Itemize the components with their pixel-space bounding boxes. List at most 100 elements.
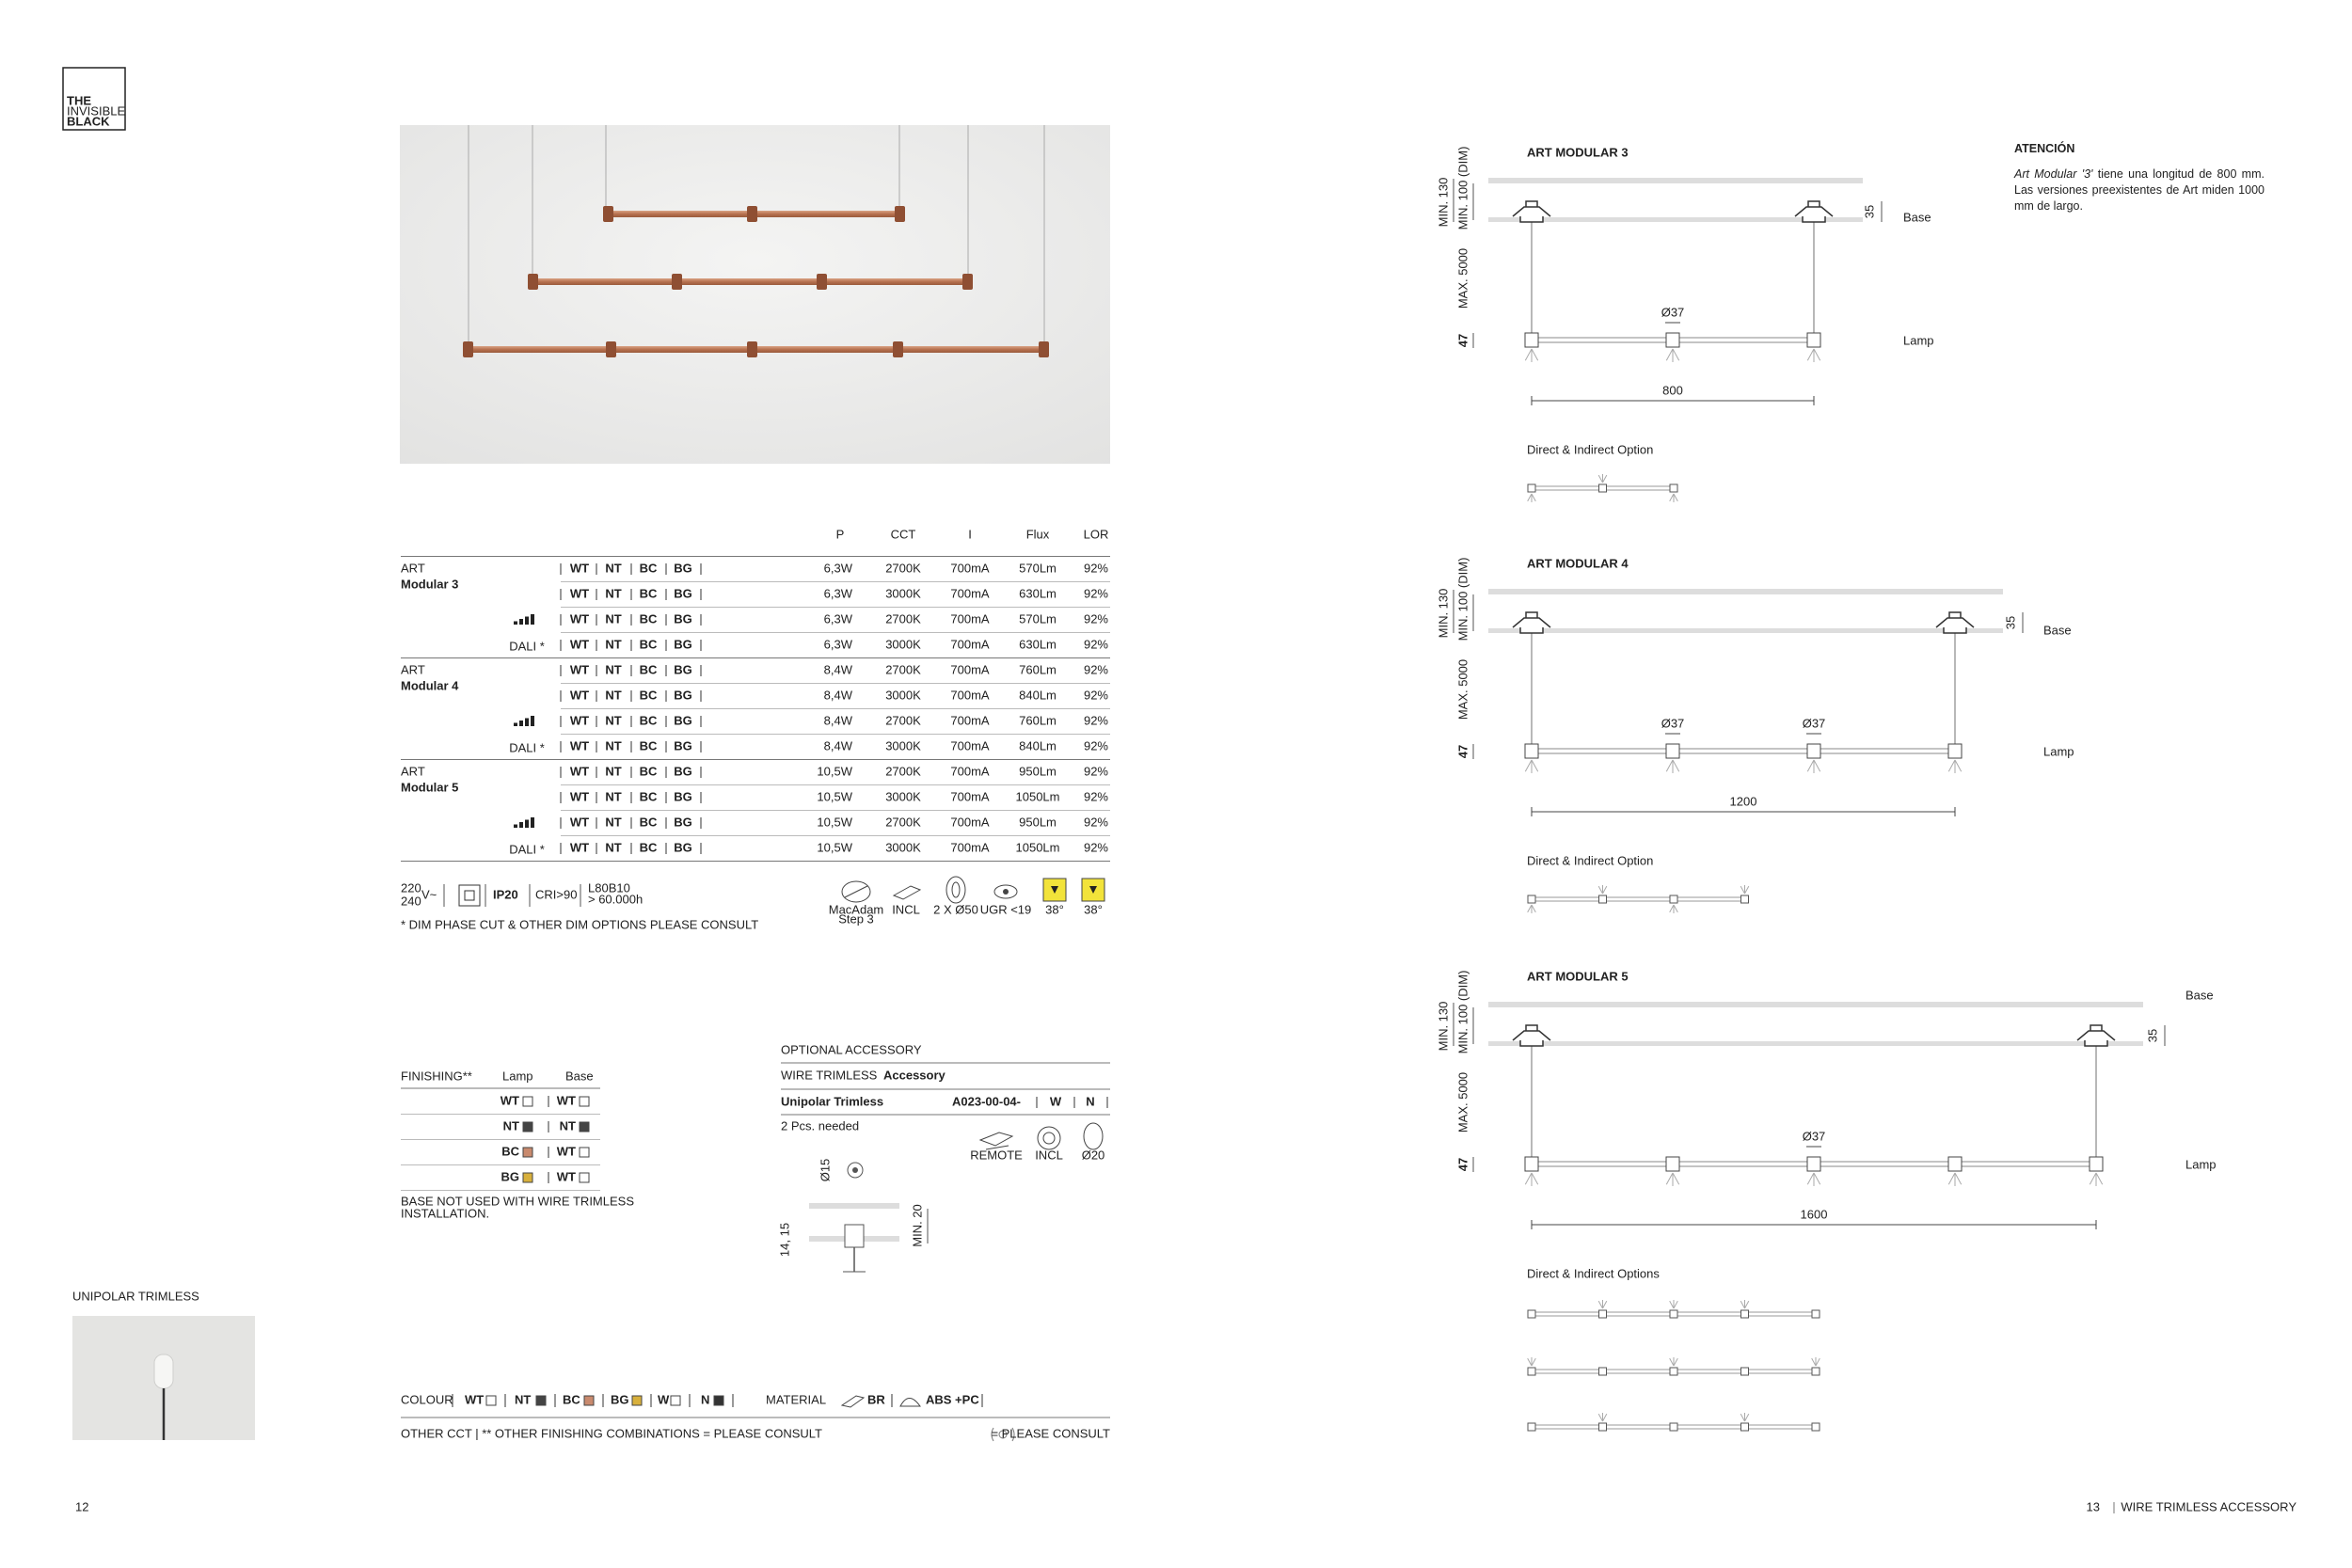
- option-node: [1740, 1309, 1749, 1319]
- page-title: WIRE TRIMLESS ACCESSORY: [2121, 1499, 2296, 1513]
- option-ray: [1597, 1300, 1603, 1309]
- finish-code: BG: [674, 586, 692, 600]
- accessory-drawing: [852, 1167, 858, 1173]
- page-number: 12: [75, 1499, 88, 1513]
- finishing-title: FINISHING**: [401, 1069, 472, 1083]
- table-cell: 2700K: [885, 611, 921, 626]
- finishing-lamp: BG: [501, 1169, 520, 1183]
- finish-code: NT: [605, 586, 621, 600]
- consult-icon: [991, 1427, 1015, 1442]
- logo-box: [62, 67, 126, 131]
- light-ray: [1947, 1172, 1956, 1185]
- light-ray: [1524, 1172, 1533, 1185]
- finishing-swatch: [522, 1096, 533, 1107]
- table-cell: 950Lm: [1019, 764, 1057, 778]
- table-cell: 700mA: [950, 688, 990, 702]
- lamp-rod: [1531, 748, 1956, 754]
- finish-code: BC: [640, 637, 658, 651]
- light-ray: [1524, 348, 1533, 361]
- table-cell: 3000K: [885, 840, 921, 854]
- table-cell: 92%: [1084, 713, 1108, 727]
- table-cell: 8,4W: [824, 738, 853, 752]
- option-node: [1740, 1422, 1749, 1432]
- finish-code: BC: [640, 815, 658, 829]
- attention-title: ATENCIÓN: [2014, 142, 2075, 155]
- group-brand: ART: [401, 561, 425, 575]
- accessory-drawing: [844, 1224, 865, 1248]
- light-ray: [1813, 759, 1821, 772]
- finish-code: BC: [640, 561, 658, 575]
- lamp-node: [1806, 332, 1821, 348]
- table-cell: 92%: [1084, 738, 1108, 752]
- group-model: Modular 4: [401, 678, 459, 692]
- table-cell: 570Lm: [1019, 611, 1057, 626]
- option-node: [1740, 895, 1749, 904]
- finish-code: WT: [570, 586, 589, 600]
- dali-icon: [531, 817, 534, 828]
- base-fixture: [1512, 611, 1551, 634]
- finishing-swatch: [579, 1172, 590, 1183]
- spec-voltage: 220: [401, 880, 421, 895]
- table-cell: 6,3W: [824, 561, 853, 575]
- option-ray: [1602, 1300, 1608, 1309]
- accessory-subtitle: Accessory: [883, 1068, 946, 1082]
- dim-label: 47: [1455, 1158, 1470, 1171]
- diagram-title: ART MODULAR 4: [1527, 556, 1629, 570]
- colour-swatch: [713, 1395, 724, 1406]
- accessory-title: OPTIONAL ACCESSORY: [781, 1042, 922, 1056]
- table-cell: 10,5W: [817, 764, 852, 778]
- lamp-node: [1806, 743, 1821, 759]
- logo-text: BLACK: [67, 114, 110, 128]
- table-header: Flux: [1026, 527, 1050, 541]
- spec-caption: INCL: [892, 902, 920, 916]
- lamp-node: [1947, 743, 1963, 759]
- dali-icon: [531, 614, 534, 625]
- table-cell: 700mA: [950, 713, 990, 727]
- diagram-title: ART MODULAR 5: [1527, 969, 1629, 983]
- finish-code: BG: [674, 840, 692, 854]
- finishing-lamp: BC: [501, 1144, 519, 1158]
- lamp-node: [1524, 1156, 1539, 1172]
- lamp-node: [1806, 1156, 1821, 1172]
- light-ray: [1954, 1172, 1963, 1185]
- dim-label: MAX. 5000: [1455, 248, 1470, 309]
- option-ray: [1597, 1413, 1603, 1422]
- table-cell: 3000K: [885, 637, 921, 651]
- finishing-lamp: WT: [501, 1093, 519, 1107]
- spec-beam-icon: [1089, 886, 1097, 894]
- product-photo: [400, 125, 1110, 464]
- option-ray: [1531, 493, 1536, 502]
- option-node: [1669, 895, 1678, 904]
- table-cell: 700mA: [950, 764, 990, 778]
- dali-icon: [519, 721, 523, 726]
- dali-label: DALI *: [509, 740, 545, 754]
- option-ray: [1673, 1300, 1678, 1309]
- table-cell: 1050Lm: [1016, 840, 1060, 854]
- spec-caption: MacAdam: [829, 902, 884, 916]
- logo-text: INVISIBLE: [67, 103, 125, 118]
- finish-code: BG: [674, 789, 692, 803]
- diameter-label: Ø37: [1803, 716, 1826, 730]
- option-title: Direct & Indirect Option: [1527, 442, 1653, 456]
- table-cell: 92%: [1084, 764, 1108, 778]
- spec-icon: [993, 884, 1018, 899]
- light-ray: [1665, 759, 1674, 772]
- option-ray: [1740, 885, 1745, 895]
- option-node: [1811, 1309, 1820, 1319]
- accessory-caption: INCL: [1035, 1148, 1063, 1162]
- table-cell: 700mA: [950, 611, 990, 626]
- finish-code: NT: [605, 662, 621, 676]
- accessory-icon: [1083, 1122, 1104, 1150]
- option-ray: [1740, 1300, 1745, 1309]
- spec-class-icon: [464, 890, 475, 901]
- accessory-icon: [1037, 1126, 1061, 1150]
- base-fixture: [1935, 611, 1975, 634]
- diameter-label: Ø37: [1661, 305, 1685, 319]
- spec-icon: [951, 881, 961, 898]
- spec-caption: UGR <19: [980, 902, 1032, 916]
- logo-text: THE: [67, 93, 91, 107]
- colour-swatch: [485, 1395, 497, 1406]
- lamp-node: [1665, 332, 1680, 348]
- spec-caption: 38°: [1045, 902, 1064, 916]
- table-cell: 92%: [1084, 789, 1108, 803]
